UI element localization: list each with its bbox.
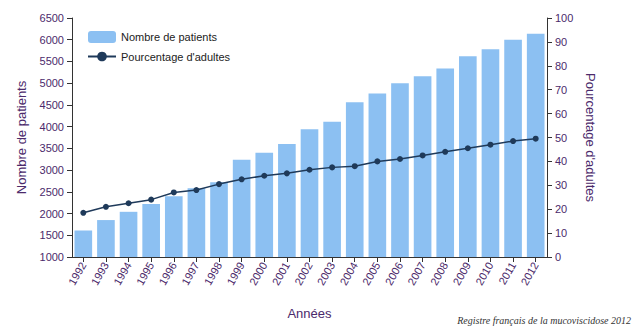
svg-text:1993: 1993: [89, 260, 112, 287]
svg-text:3500: 3500: [40, 142, 64, 154]
svg-text:6500: 6500: [40, 12, 64, 24]
svg-text:90: 90: [555, 36, 567, 48]
svg-text:2000: 2000: [247, 260, 270, 287]
svg-text:4500: 4500: [40, 99, 64, 111]
svg-text:2005: 2005: [360, 260, 383, 287]
svg-text:1998: 1998: [202, 260, 225, 287]
svg-text:2010: 2010: [473, 260, 496, 287]
svg-text:1000: 1000: [40, 251, 64, 263]
svg-text:30: 30: [555, 179, 567, 191]
svg-text:1992: 1992: [66, 260, 89, 287]
svg-text:2001: 2001: [269, 260, 292, 287]
svg-text:100: 100: [555, 12, 573, 24]
svg-text:Nombre de patients: Nombre de patients: [14, 80, 29, 194]
svg-text:5000: 5000: [40, 77, 64, 89]
svg-text:2004: 2004: [337, 260, 360, 287]
svg-text:50: 50: [555, 132, 567, 144]
svg-text:1500: 1500: [40, 229, 64, 241]
svg-text:2011: 2011: [496, 260, 518, 286]
svg-text:Années: Années: [287, 306, 332, 321]
svg-text:3000: 3000: [40, 164, 64, 176]
svg-text:5500: 5500: [40, 55, 64, 67]
svg-text:Pourcentage d'adultes: Pourcentage d'adultes: [121, 51, 231, 63]
svg-text:2002: 2002: [292, 260, 315, 287]
svg-text:2006: 2006: [383, 260, 406, 287]
svg-text:1995: 1995: [134, 260, 157, 287]
svg-text:70: 70: [555, 84, 567, 96]
svg-text:2000: 2000: [40, 208, 64, 220]
svg-text:1996: 1996: [156, 260, 179, 287]
svg-text:1997: 1997: [179, 260, 202, 287]
svg-text:20: 20: [555, 203, 567, 215]
svg-text:1999: 1999: [224, 260, 247, 287]
svg-text:2012: 2012: [518, 260, 541, 287]
svg-text:2500: 2500: [40, 186, 64, 198]
svg-text:6000: 6000: [40, 34, 64, 46]
svg-text:40: 40: [555, 155, 567, 167]
svg-text:Nombre de patients: Nombre de patients: [121, 31, 217, 43]
svg-text:2003: 2003: [315, 260, 338, 287]
svg-text:2009: 2009: [450, 260, 473, 287]
svg-text:0: 0: [555, 251, 561, 263]
svg-text:10: 10: [555, 227, 567, 239]
svg-text:60: 60: [555, 108, 567, 120]
svg-text:1994: 1994: [111, 260, 134, 287]
svg-text:Pourcentage d'adultes: Pourcentage d'adultes: [583, 73, 598, 202]
svg-text:80: 80: [555, 60, 567, 72]
svg-text:2008: 2008: [428, 260, 451, 287]
svg-text:Registre français de la mucovi: Registre français de la mucoviscidose 20…: [456, 315, 631, 326]
svg-text:2007: 2007: [405, 260, 428, 287]
svg-text:4000: 4000: [40, 121, 64, 133]
